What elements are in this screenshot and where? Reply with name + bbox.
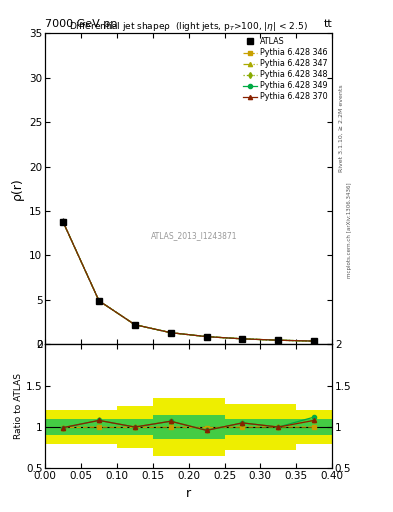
Pythia 6.428 348 [61, 219, 66, 225]
Line: Pythia 6.428 349: Pythia 6.428 349 [61, 220, 316, 343]
Pythia 6.428 370 [168, 330, 173, 336]
Pythia 6.428 346 [168, 330, 173, 336]
Pythia 6.428 349 [276, 337, 281, 343]
Pythia 6.428 370 [240, 336, 245, 342]
Pythia 6.428 349 [97, 297, 101, 304]
Pythia 6.428 370 [97, 297, 101, 304]
Pythia 6.428 347 [132, 322, 137, 328]
Pythia 6.428 346 [61, 219, 66, 225]
Pythia 6.428 349 [168, 330, 173, 336]
Pythia 6.428 370 [61, 219, 66, 225]
Y-axis label: ρ(r): ρ(r) [11, 177, 24, 200]
Pythia 6.428 346 [97, 297, 101, 304]
Pythia 6.428 346 [204, 333, 209, 339]
Pythia 6.428 370 [204, 333, 209, 339]
Pythia 6.428 349 [61, 219, 66, 225]
Pythia 6.428 348 [276, 337, 281, 343]
Pythia 6.428 347 [312, 338, 316, 344]
Pythia 6.428 347 [168, 330, 173, 336]
Pythia 6.428 346 [240, 336, 245, 342]
Pythia 6.428 348 [204, 333, 209, 339]
Text: mcplots.cern.ch [arXiv:1306.3436]: mcplots.cern.ch [arXiv:1306.3436] [347, 183, 352, 278]
Pythia 6.428 370 [312, 338, 316, 344]
Pythia 6.428 348 [132, 322, 137, 328]
Pythia 6.428 347 [61, 219, 66, 225]
Pythia 6.428 348 [240, 336, 245, 342]
Pythia 6.428 346 [276, 337, 281, 343]
Text: Rivet 3.1.10, ≥ 2.2M events: Rivet 3.1.10, ≥ 2.2M events [339, 84, 344, 172]
Pythia 6.428 370 [132, 322, 137, 328]
Pythia 6.428 349 [132, 322, 137, 328]
Pythia 6.428 346 [312, 338, 316, 344]
Pythia 6.428 347 [240, 336, 245, 342]
Text: 7000 GeV pp: 7000 GeV pp [45, 18, 118, 29]
Pythia 6.428 348 [168, 330, 173, 336]
Pythia 6.428 346 [132, 322, 137, 328]
Line: Pythia 6.428 348: Pythia 6.428 348 [61, 220, 316, 343]
Pythia 6.428 349 [240, 336, 245, 342]
X-axis label: r: r [186, 487, 191, 500]
Pythia 6.428 348 [312, 338, 316, 344]
Legend: ATLAS, Pythia 6.428 346, Pythia 6.428 347, Pythia 6.428 348, Pythia 6.428 349, P: ATLAS, Pythia 6.428 346, Pythia 6.428 34… [243, 37, 328, 101]
Y-axis label: Ratio to ATLAS: Ratio to ATLAS [14, 373, 23, 439]
Title: Differential jet shapeρ  (light jets, p$_T$>100, |$\eta$| < 2.5): Differential jet shapeρ (light jets, p$_… [69, 20, 308, 33]
Pythia 6.428 347 [204, 333, 209, 339]
Pythia 6.428 348 [97, 297, 101, 304]
Pythia 6.428 349 [312, 338, 316, 344]
Line: Pythia 6.428 346: Pythia 6.428 346 [61, 220, 316, 343]
Text: tt: tt [323, 18, 332, 29]
Pythia 6.428 370 [276, 337, 281, 343]
Text: ATLAS_2013_I1243871: ATLAS_2013_I1243871 [151, 231, 238, 240]
Pythia 6.428 349 [204, 333, 209, 339]
Pythia 6.428 347 [276, 337, 281, 343]
Line: Pythia 6.428 347: Pythia 6.428 347 [61, 220, 316, 343]
Pythia 6.428 347 [97, 297, 101, 304]
Line: Pythia 6.428 370: Pythia 6.428 370 [61, 220, 316, 343]
